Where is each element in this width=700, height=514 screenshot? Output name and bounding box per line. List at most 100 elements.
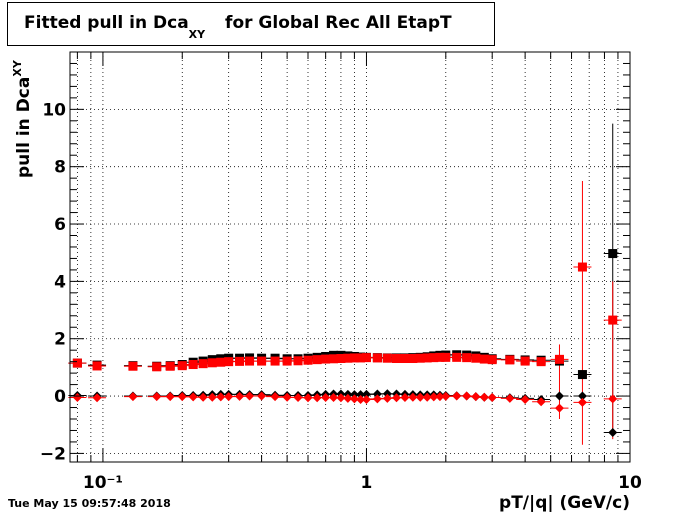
data-point-diamond — [487, 392, 497, 402]
data-point-diamond — [452, 391, 462, 401]
chart-title-box: Fitted pull in DcaXY for Global Rec All … — [7, 2, 495, 46]
data-point-diamond — [536, 397, 546, 407]
data-point-square — [536, 357, 546, 367]
data-point-diamond — [471, 392, 481, 402]
y-tick-label: 6 — [54, 215, 66, 235]
data-point-square — [152, 362, 162, 372]
data-point-diamond — [72, 392, 82, 402]
data-point-diamond — [577, 391, 587, 401]
data-point-square — [372, 353, 382, 363]
title-main: Fitted pull in Dca — [24, 13, 189, 33]
data-point-diamond — [165, 392, 175, 402]
data-point-diamond — [577, 397, 587, 407]
data-point-diamond — [282, 392, 292, 402]
plot-frame — [69, 51, 631, 463]
data-point-diamond — [257, 391, 267, 401]
data-point-square — [487, 355, 497, 365]
data-point-square — [452, 352, 462, 362]
data-point-square — [608, 315, 618, 325]
data-point-diamond — [520, 394, 530, 404]
data-point-diamond — [361, 394, 371, 404]
data-point-diamond — [198, 392, 208, 402]
data-point-diamond — [177, 392, 187, 402]
data-point-diamond — [270, 392, 280, 402]
data-point-diamond — [245, 391, 255, 401]
data-point-square — [216, 357, 226, 367]
data-point-square — [128, 361, 138, 371]
data-point-diamond — [382, 393, 392, 403]
data-point-square — [92, 361, 102, 371]
data-point-diamond — [608, 427, 618, 437]
data-point-square — [270, 356, 280, 366]
data-point-square — [282, 356, 292, 366]
data-point-diamond — [462, 391, 472, 401]
timestamp: Tue May 15 09:57:48 2018 — [8, 497, 171, 510]
y-axis-label: pull in DcaXY — [11, 59, 34, 178]
data-point-diamond — [152, 392, 162, 402]
x-tick-label: 10 — [618, 473, 642, 493]
data-point-square — [188, 360, 198, 370]
y-tick-label: 10 — [42, 100, 66, 120]
data-point-diamond — [505, 393, 515, 403]
y-tick-label: 8 — [54, 158, 66, 178]
data-point-diamond — [361, 389, 371, 399]
data-point-square — [441, 352, 451, 362]
data-point-diamond — [303, 393, 313, 403]
data-point-diamond — [372, 389, 382, 399]
data-point-square — [177, 361, 187, 371]
y-tick-label: −2 — [40, 444, 66, 464]
svg-text:pull in DcaXY: pull in DcaXY — [11, 59, 34, 178]
data-point-diamond — [128, 392, 138, 402]
y-axis-label-subscript: XY — [11, 59, 24, 76]
data-point-square — [207, 358, 217, 368]
data-point-square — [382, 353, 392, 363]
data-point-diamond — [92, 393, 102, 403]
axis-ticks — [70, 52, 631, 462]
data-point-square — [361, 353, 371, 363]
data-point-diamond — [382, 389, 392, 399]
x-tick-label: 1 — [361, 473, 373, 493]
data-point-square — [462, 353, 472, 363]
data-point-square — [72, 358, 82, 368]
title-rest: for Global Rec All EtapT — [219, 13, 452, 33]
data-point-diamond — [235, 391, 245, 401]
data-point-square — [554, 354, 564, 364]
data-point-diamond — [349, 394, 359, 404]
data-point-square — [577, 370, 587, 380]
title-subscript: XY — [188, 28, 206, 41]
data-point-diamond — [224, 392, 234, 402]
y-tick-label: 4 — [54, 272, 66, 292]
data-point-square — [479, 354, 489, 364]
data-point-square — [198, 359, 208, 369]
data-point-square — [577, 262, 587, 272]
axis-labels: 10⁻¹ 1 10 −2 0 2 4 6 8 10 — [40, 100, 642, 493]
data-point-diamond — [554, 403, 564, 413]
data-point-square — [257, 356, 267, 366]
data-point-square — [224, 357, 234, 367]
y-tick-label: 2 — [54, 330, 66, 350]
data-point-diamond — [554, 391, 564, 401]
markers — [68, 249, 622, 437]
data-point-square — [303, 355, 313, 365]
data-point-square — [165, 361, 175, 371]
data-point-diamond — [441, 391, 451, 401]
data-point-diamond — [293, 392, 303, 402]
data-point-square — [293, 356, 303, 366]
data-point-diamond — [188, 392, 198, 402]
data-point-square — [312, 355, 322, 365]
data-point-square — [505, 355, 515, 365]
data-point-square — [520, 356, 530, 366]
data-point-square — [245, 356, 255, 366]
data-point-diamond — [372, 394, 382, 404]
data-point-square — [235, 356, 245, 366]
y-axis-label-main: pull in Dca — [14, 77, 34, 178]
data-point-diamond — [343, 393, 353, 403]
x-axis-label: pT/|q| (GeV/c) — [499, 493, 630, 513]
data-point-diamond — [608, 394, 618, 404]
data-point-diamond — [336, 393, 346, 403]
y-tick-label: 0 — [54, 387, 66, 407]
data-point-square — [471, 353, 481, 363]
x-tick-label: 10⁻¹ — [83, 473, 123, 493]
chart-title: Fitted pull in DcaXY for Global Rec All … — [8, 3, 494, 45]
